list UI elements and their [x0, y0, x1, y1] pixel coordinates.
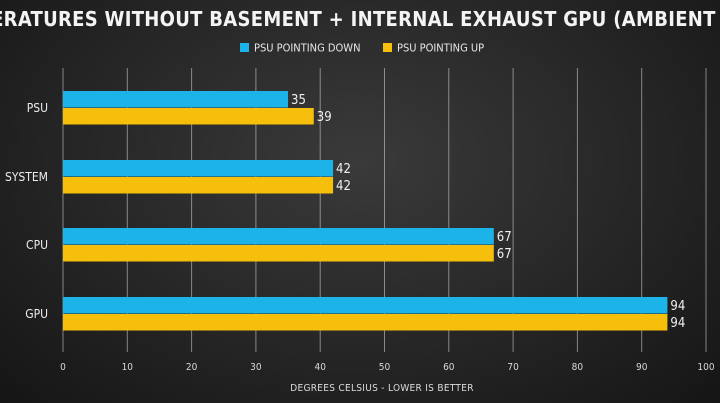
value-labels: 35 39 42 42 67 67 94 94 — [291, 93, 685, 331]
bar-cpu-psu-pointing-up — [63, 245, 494, 262]
bar-gpu-psu-pointing-down — [63, 297, 668, 314]
x-tick-label-40: 40 — [314, 362, 326, 373]
x-tick-label-10: 10 — [122, 362, 134, 373]
x-tick-label-70: 70 — [507, 362, 519, 373]
x-tick-label-80: 80 — [572, 362, 584, 373]
x-tick-label-30: 30 — [250, 362, 262, 373]
category-label-cpu: CPU — [26, 238, 48, 252]
value-label-system-psu-pointing-up: 42 — [336, 179, 351, 194]
x-axis-label: DEGREES CELSIUS - LOWER IS BETTER — [290, 383, 474, 394]
bar-gpu-psu-pointing-up — [63, 314, 668, 331]
bar-cpu-psu-pointing-down — [63, 228, 494, 245]
legend-swatch-psu-up — [383, 43, 392, 52]
x-tick-label-100: 100 — [697, 362, 714, 373]
value-label-cpu-psu-pointing-up: 67 — [497, 247, 512, 262]
value-label-psu-psu-pointing-down: 35 — [291, 93, 306, 108]
bar-psu-psu-pointing-up — [63, 108, 314, 125]
x-tick-label-90: 90 — [636, 362, 648, 373]
x-tick-label-0: 0 — [60, 362, 66, 373]
value-label-psu-psu-pointing-up: 39 — [317, 110, 332, 125]
category-label-system: SYSTEM — [5, 170, 48, 184]
bars — [63, 91, 668, 331]
x-tick-label-20: 20 — [186, 362, 198, 373]
value-label-gpu-psu-pointing-up: 94 — [670, 316, 685, 331]
category-label-gpu: GPU — [25, 307, 48, 321]
x-tick-label-60: 60 — [443, 362, 455, 373]
x-tick-label-50: 50 — [379, 362, 391, 373]
legend-swatch-psu-down — [240, 43, 249, 52]
legend-label-psu-down: PSU POINTING DOWN — [254, 42, 360, 55]
value-label-gpu-psu-pointing-down: 94 — [670, 299, 685, 314]
chart-title: TEMPERATURES WITHOUT BASEMENT + INTERNAL… — [0, 7, 720, 31]
bar-system-psu-pointing-down — [63, 160, 334, 177]
value-label-cpu-psu-pointing-down: 67 — [497, 230, 512, 245]
category-label-psu: PSU — [27, 101, 48, 115]
bar-psu-psu-pointing-down — [63, 91, 289, 108]
value-label-system-psu-pointing-down: 42 — [336, 162, 351, 177]
legend-label-psu-up: PSU POINTING UP — [397, 42, 484, 55]
x-axis-ticks: 0 10 20 30 40 50 60 70 80 90 100 — [60, 362, 715, 373]
bar-system-psu-pointing-up — [63, 177, 334, 194]
category-labels: PSU SYSTEM CPU GPU — [5, 101, 48, 321]
legend: PSU POINTING DOWN PSU POINTING UP — [240, 42, 484, 55]
